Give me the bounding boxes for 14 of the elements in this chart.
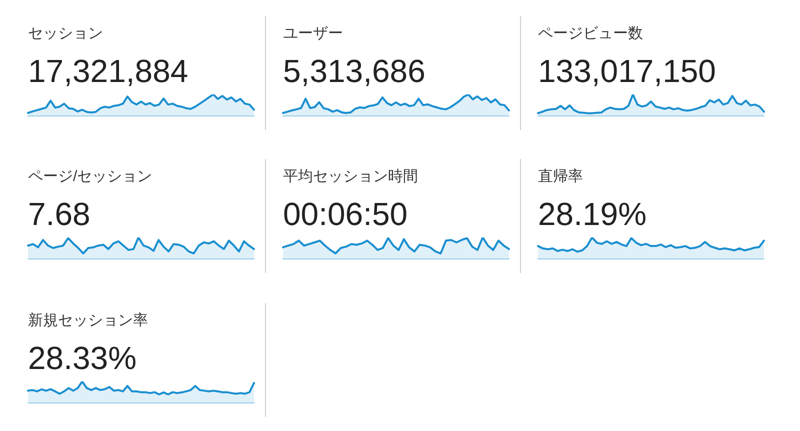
chart-title: ページ/セッション [28, 168, 152, 186]
chart-title: 平均セッション時間 [283, 168, 418, 186]
chart-subtitle: 133,017,150 [538, 53, 716, 90]
chart-subtitle: 00:06:50 [283, 196, 408, 232]
chart-title: ユーザー [283, 25, 343, 42]
chart-title: 新規セッション率 [28, 312, 148, 330]
chart-subtitle: 7.68 [28, 196, 90, 232]
chart-title: セッション [28, 25, 103, 42]
chart-subtitle: 28.33% [28, 340, 137, 376]
chart-subtitle: 5,313,686 [283, 53, 426, 90]
chart-title: 直帰率 [538, 168, 583, 186]
chart-subtitle: 17,321,884 [28, 53, 188, 90]
chart-subtitle: 28.19% [538, 196, 647, 232]
chart-title: ページビュー数 [538, 25, 643, 42]
